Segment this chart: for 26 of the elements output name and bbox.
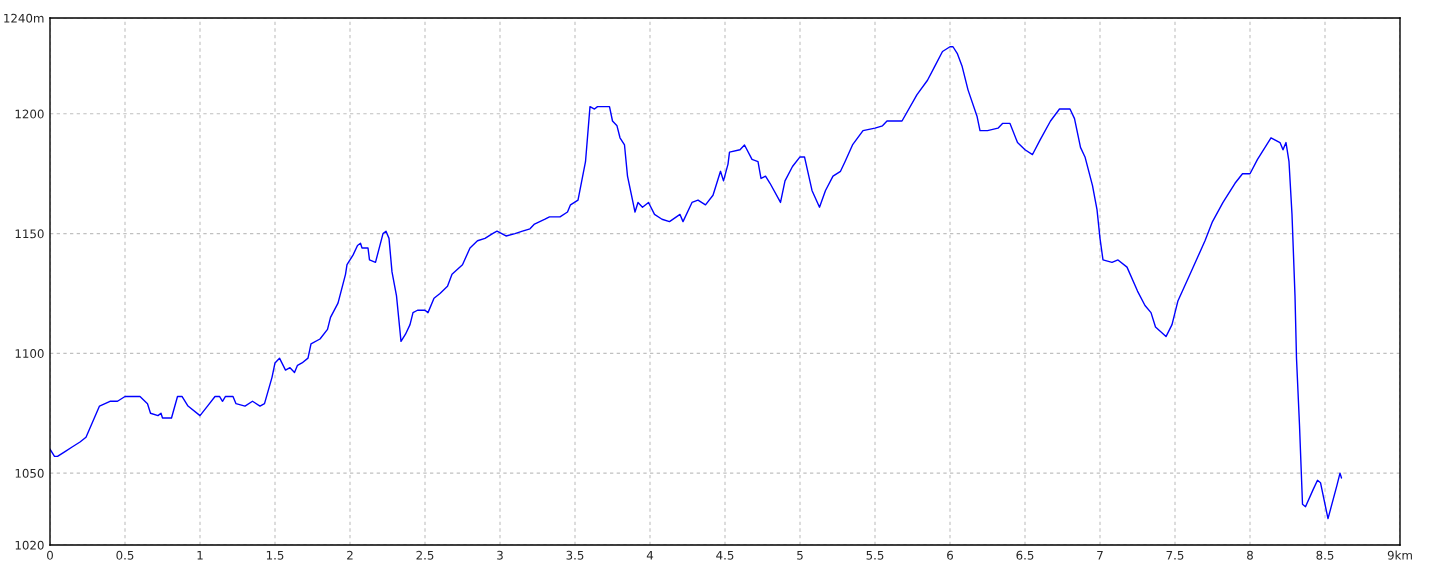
x-tick-label: 1 <box>197 550 203 560</box>
x-tick-label: 7 <box>1097 550 1103 560</box>
x-tick-label: 2.5 <box>416 550 434 560</box>
x-tick-label: 8.5 <box>1316 550 1334 560</box>
x-tick-label: 0.5 <box>116 550 134 560</box>
x-tick-label: 2 <box>347 550 353 560</box>
x-tick-label: 4.5 <box>716 550 734 560</box>
x-tick-label: 5 <box>797 550 803 560</box>
x-tick-label: 7.5 <box>1166 550 1184 560</box>
y-tick-label: 1020 <box>15 540 44 550</box>
x-tick-label: 9km <box>1387 550 1412 560</box>
x-tick-label: 3.5 <box>566 550 584 560</box>
x-tick-label: 6.5 <box>1016 550 1034 560</box>
x-tick-label: 1.5 <box>266 550 284 560</box>
y-tick-label: 1050 <box>15 468 44 478</box>
x-tick-label: 5.5 <box>866 550 884 560</box>
line-series <box>50 46 1343 520</box>
x-tick-label: 8 <box>1247 550 1253 560</box>
y-tick-label: 1150 <box>15 229 44 239</box>
y-tick-label: 1240m <box>4 13 44 23</box>
x-tick-label: 0 <box>47 550 53 560</box>
x-tick-label: 3 <box>497 550 503 560</box>
x-tick-label: 6 <box>947 550 954 560</box>
x-tick-label: 4 <box>646 550 654 560</box>
y-tick-label: 1100 <box>15 349 44 359</box>
y-tick-label: 1200 <box>15 109 44 119</box>
